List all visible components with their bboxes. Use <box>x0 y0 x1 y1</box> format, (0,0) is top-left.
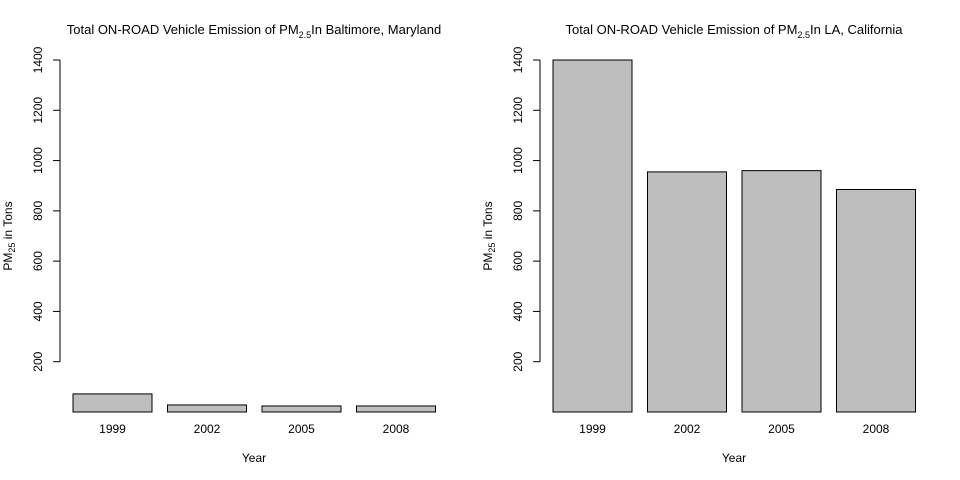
x-tick-label: 2008 <box>863 422 890 436</box>
x-tick-label: 2005 <box>288 422 315 436</box>
chart-panel-baltimore: Total ON-ROAD Vehicle Emission of PM2.5I… <box>1 22 441 465</box>
x-tick-label: 2005 <box>768 422 795 436</box>
chart-title: Total ON-ROAD Vehicle Emission of PM2.5I… <box>566 22 904 40</box>
y-tick-label: 400 <box>511 301 525 321</box>
y-tick-label: 1400 <box>511 46 525 73</box>
x-tick-label: 2002 <box>674 422 701 436</box>
bar-2008 <box>836 188 916 413</box>
bar-1999 <box>72 393 153 413</box>
bar-2005 <box>741 170 822 413</box>
x-tick-label: 2008 <box>383 422 410 436</box>
y-tick-label: 1400 <box>31 46 45 73</box>
bar-2002 <box>647 171 727 413</box>
y-tick-label: 1000 <box>511 147 525 174</box>
y-tick-label: 800 <box>511 201 525 221</box>
y-tick-label: 400 <box>31 301 45 321</box>
x-tick-label: 1999 <box>579 422 606 436</box>
y-tick-label: 1200 <box>511 97 525 124</box>
x-axis-label: Year <box>722 451 746 465</box>
bar-2002 <box>167 404 247 413</box>
chart-panel-la: Total ON-ROAD Vehicle Emission of PM2.5I… <box>481 22 916 465</box>
y-tick-label: 200 <box>31 351 45 371</box>
bar-2005 <box>261 405 342 413</box>
y-axis-label: PM25 in Tons <box>1 201 17 270</box>
chart-title: Total ON-ROAD Vehicle Emission of PM2.5I… <box>67 22 441 40</box>
y-tick-label: 600 <box>31 251 45 271</box>
y-tick-label: 1000 <box>31 147 45 174</box>
y-tick-label: 200 <box>511 351 525 371</box>
y-tick-label: 800 <box>31 201 45 221</box>
bar-1999 <box>552 59 633 413</box>
x-tick-label: 2002 <box>194 422 221 436</box>
x-tick-label: 1999 <box>99 422 126 436</box>
y-tick-label: 600 <box>511 251 525 271</box>
x-axis-label: Year <box>242 451 266 465</box>
bar-2008 <box>356 405 436 413</box>
y-tick-label: 1200 <box>31 97 45 124</box>
y-axis-label: PM25 in Tons <box>481 201 497 270</box>
